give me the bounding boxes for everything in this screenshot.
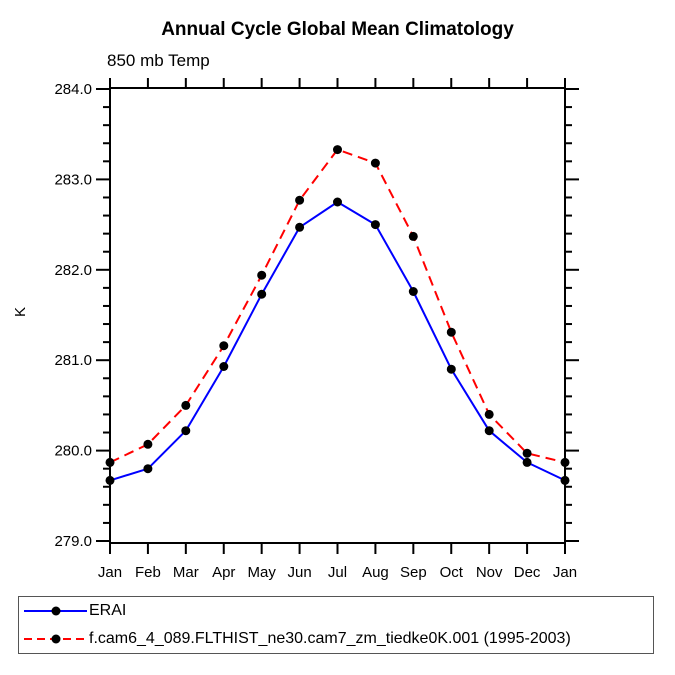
y-axis-tick-label: 279.0	[54, 533, 92, 550]
data-point-marker	[295, 195, 305, 205]
x-axis-tick-label: Apr	[212, 564, 235, 581]
data-point-marker	[446, 327, 456, 337]
data-point-marker	[560, 475, 570, 485]
data-point-marker	[143, 439, 153, 449]
data-point-marker	[484, 426, 494, 436]
data-point-marker	[370, 158, 380, 168]
chart-title: Annual Cycle Global Mean Climatology	[161, 19, 514, 40]
data-point-marker	[522, 448, 532, 458]
data-point-marker	[370, 220, 380, 230]
legend-marker-model-icon	[51, 634, 61, 644]
x-axis-tick-label: Feb	[135, 564, 161, 581]
data-point-marker	[257, 270, 267, 280]
data-point-marker	[143, 464, 153, 474]
x-axis-tick-label: May	[247, 564, 276, 581]
legend-item-erai: ERAI	[19, 598, 653, 624]
x-axis-tick-label: Jun	[287, 564, 311, 581]
x-axis-tick-label: Dec	[514, 564, 541, 581]
legend: ERAI f.cam6_4_089.FLTHIST_ne30.cam7_zm_t…	[18, 596, 654, 654]
data-point-marker	[408, 231, 418, 241]
data-point-marker	[446, 364, 456, 374]
data-point-marker	[333, 197, 342, 207]
data-point-marker	[181, 400, 191, 410]
x-axis-tick-label: Mar	[173, 564, 199, 581]
x-axis-tick-label: Aug	[362, 564, 389, 581]
data-point-marker	[484, 409, 494, 419]
data-point-marker	[219, 341, 229, 351]
x-axis-tick-label: Jan	[553, 564, 577, 581]
legend-line-sample-erai	[24, 606, 87, 616]
legend-item-model: f.cam6_4_089.FLTHIST_ne30.cam7_zm_tiedke…	[19, 626, 653, 652]
data-point-marker	[522, 457, 532, 467]
series-line-model	[109, 148, 566, 464]
x-axis-tick-label: Sep	[400, 564, 427, 581]
data-point-marker	[219, 362, 229, 371]
y-axis-tick-label: 280.0	[54, 443, 92, 460]
series-line-erai	[109, 201, 566, 482]
x-axis-tick-label: Oct	[440, 564, 464, 581]
legend-line-sample-model	[24, 634, 87, 644]
y-axis-tick-label: 283.0	[54, 171, 92, 188]
y-axis-tick-label: 281.0	[54, 352, 92, 369]
data-point-marker	[560, 457, 570, 467]
data-point-marker	[295, 222, 305, 232]
plot-frame	[109, 87, 566, 544]
legend-marker-erai-icon	[51, 606, 61, 616]
x-axis-tick-label: Jul	[328, 564, 347, 581]
data-point-marker	[105, 475, 115, 485]
data-point-marker	[105, 457, 115, 467]
y-axis-tick-label: 284.0	[54, 81, 92, 98]
x-axis-tick-label: Nov	[476, 564, 503, 581]
chart-subtitle: 850 mb Temp	[107, 51, 210, 70]
data-point-marker	[333, 145, 342, 155]
y-axis-tick-label: 282.0	[54, 262, 92, 279]
legend-item-label-erai: ERAI	[89, 602, 127, 620]
data-point-marker	[257, 289, 267, 299]
data-point-marker	[408, 287, 418, 296]
x-axis-tick-label: Jan	[98, 564, 122, 581]
legend-item-label-model: f.cam6_4_089.FLTHIST_ne30.cam7_zm_tiedke…	[89, 629, 571, 647]
plot-area: 279.0 280.0 281.0 282.0 283.0 284.0 Jan Feb Mar A…	[54, 78, 579, 581]
data-point-marker	[181, 426, 191, 436]
